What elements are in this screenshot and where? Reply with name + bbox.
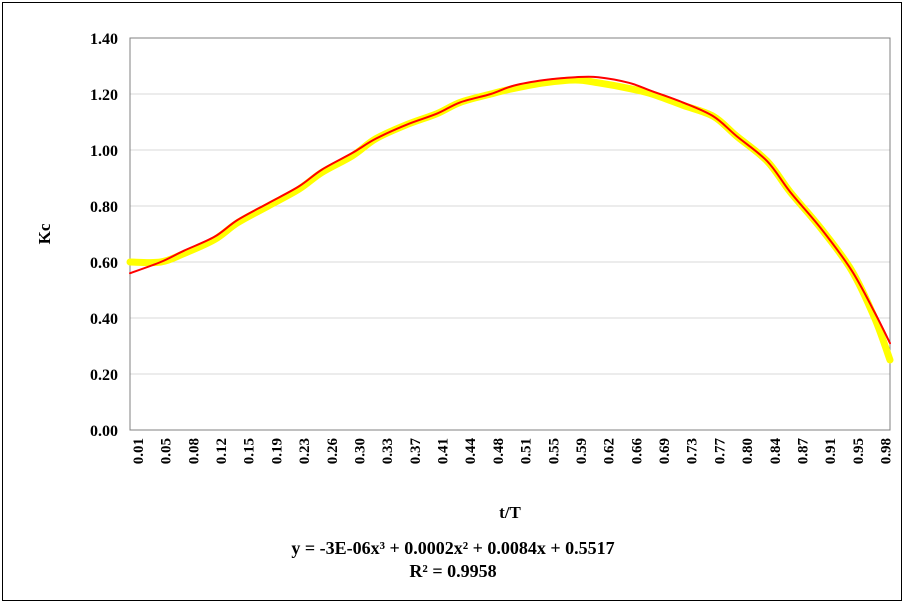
x-axis-title: t/T bbox=[499, 503, 521, 522]
x-tick-label: 0.26 bbox=[325, 438, 341, 465]
x-tick-label: 0.19 bbox=[269, 438, 285, 464]
x-tick-label: 0.23 bbox=[297, 438, 313, 464]
x-tick-label: 0.62 bbox=[602, 438, 618, 464]
x-tick-label: 0.66 bbox=[629, 438, 645, 465]
x-tick-label: 0.73 bbox=[685, 438, 701, 464]
trendline-r-squared: R² = 0.9958 bbox=[409, 561, 497, 581]
x-tick-label: 0.77 bbox=[712, 438, 728, 465]
y-axis-title: Kc bbox=[35, 223, 54, 244]
x-tick-label: 0.30 bbox=[352, 438, 368, 464]
x-tick-label: 0.15 bbox=[242, 438, 258, 464]
x-tick-label: 0.01 bbox=[131, 438, 147, 464]
x-tick-label: 0.48 bbox=[491, 438, 507, 464]
x-tick-label: 0.55 bbox=[546, 438, 562, 464]
x-tick-label: 0.98 bbox=[879, 438, 895, 464]
y-tick-label: 0.20 bbox=[90, 367, 118, 384]
x-tick-label: 0.84 bbox=[768, 438, 784, 465]
x-tick-label: 0.59 bbox=[574, 438, 590, 464]
plot-area bbox=[129, 37, 891, 431]
x-tick-label: 0.37 bbox=[408, 438, 424, 465]
y-tick-label: 0.00 bbox=[90, 423, 118, 440]
x-tick-label: 0.95 bbox=[851, 438, 867, 464]
x-tick-label: 0.05 bbox=[159, 438, 175, 464]
x-tick-label: 0.87 bbox=[795, 438, 811, 465]
x-tick-label: 0.44 bbox=[463, 438, 479, 465]
y-tick-label: 0.80 bbox=[90, 199, 118, 216]
y-tick-label: 1.20 bbox=[90, 87, 118, 104]
x-tick-label: 0.33 bbox=[380, 438, 396, 464]
x-tick-label: 0.91 bbox=[823, 438, 839, 464]
x-tick-label: 0.12 bbox=[214, 438, 230, 464]
x-tick-label: 0.69 bbox=[657, 438, 673, 464]
series-line-2 bbox=[129, 75, 891, 345]
y-tick-label: 1.00 bbox=[90, 143, 118, 160]
x-tick-label: 0.08 bbox=[186, 438, 202, 464]
x-tick-label: 0.41 bbox=[436, 438, 452, 464]
y-tick-label: 0.40 bbox=[90, 311, 118, 328]
trendline-equation: y = -3E-06x³ + 0.0002x² + 0.0084x + 0.55… bbox=[291, 538, 615, 558]
y-tick-label: 1.40 bbox=[90, 31, 118, 48]
y-tick-label: 0.60 bbox=[90, 255, 118, 272]
x-tick-label: 0.51 bbox=[519, 438, 535, 464]
x-tick-label: 0.80 bbox=[740, 438, 756, 464]
